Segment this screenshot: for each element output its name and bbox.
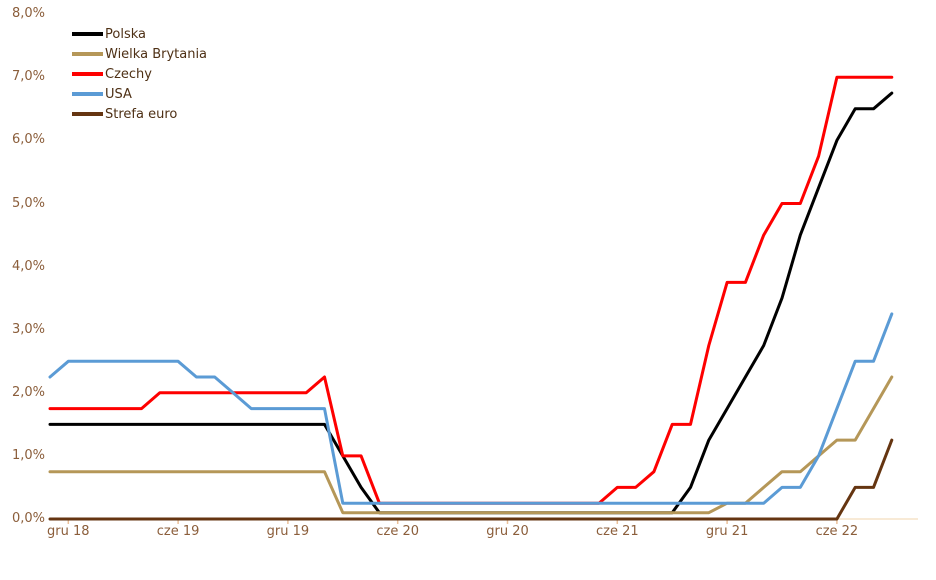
x-axis-label: gru 18	[47, 524, 90, 539]
y-axis-label: 6,0%	[11, 132, 45, 148]
series-line-strefa-euro	[48, 438, 894, 521]
y-axis-label: 3,0%	[11, 321, 45, 337]
legend-label: Wielka Brytania	[105, 46, 208, 62]
x-axis-label: gru 21	[705, 524, 749, 539]
x-axis-label: cze 19	[156, 524, 200, 539]
x-axis-label: cze 20	[376, 524, 420, 539]
legend-line-icon	[72, 92, 103, 96]
legend-item-usa: USA	[72, 84, 207, 104]
legend-item-czechy: Czechy	[72, 64, 207, 84]
x-axis-label: gru 19	[266, 524, 310, 539]
y-axis-label: 1,0%	[11, 447, 45, 463]
x-axis-label: cze 21	[595, 524, 639, 539]
x-axis-label: gru 20	[486, 524, 529, 539]
legend-line-icon	[72, 52, 103, 56]
series-line-wielka-brytania	[48, 375, 894, 515]
legend-label: Czechy	[105, 66, 152, 82]
y-axis-label: 7,0%	[11, 69, 45, 85]
y-axis-label: 5,0%	[11, 195, 45, 211]
y-axis-label: 2,0%	[11, 384, 45, 400]
y-axis-label: 0,0%	[11, 511, 45, 526]
legend-label: USA	[105, 86, 132, 102]
legend-line-icon	[72, 72, 103, 76]
legend-line-icon	[72, 112, 103, 116]
series-line-polska	[48, 91, 894, 515]
y-axis-label: 8,0%	[11, 6, 45, 22]
legend-line-icon	[72, 32, 103, 36]
y-axis-label: 4,0%	[11, 258, 45, 274]
series-line-czechy	[48, 75, 894, 505]
legend: Polska Wielka Brytania Czechy USA Strefa eur…	[72, 24, 207, 124]
legend-label: Polska	[105, 26, 146, 42]
legend-item-wielka-brytania: Wielka Brytania	[72, 44, 207, 64]
legend-label: Strefa euro	[105, 106, 178, 122]
x-axis-label: cze 22	[815, 524, 859, 539]
legend-item-strefa-euro: Strefa euro	[72, 104, 207, 124]
series-line-usa	[48, 312, 894, 505]
legend-item-polska: Polska	[72, 24, 207, 44]
